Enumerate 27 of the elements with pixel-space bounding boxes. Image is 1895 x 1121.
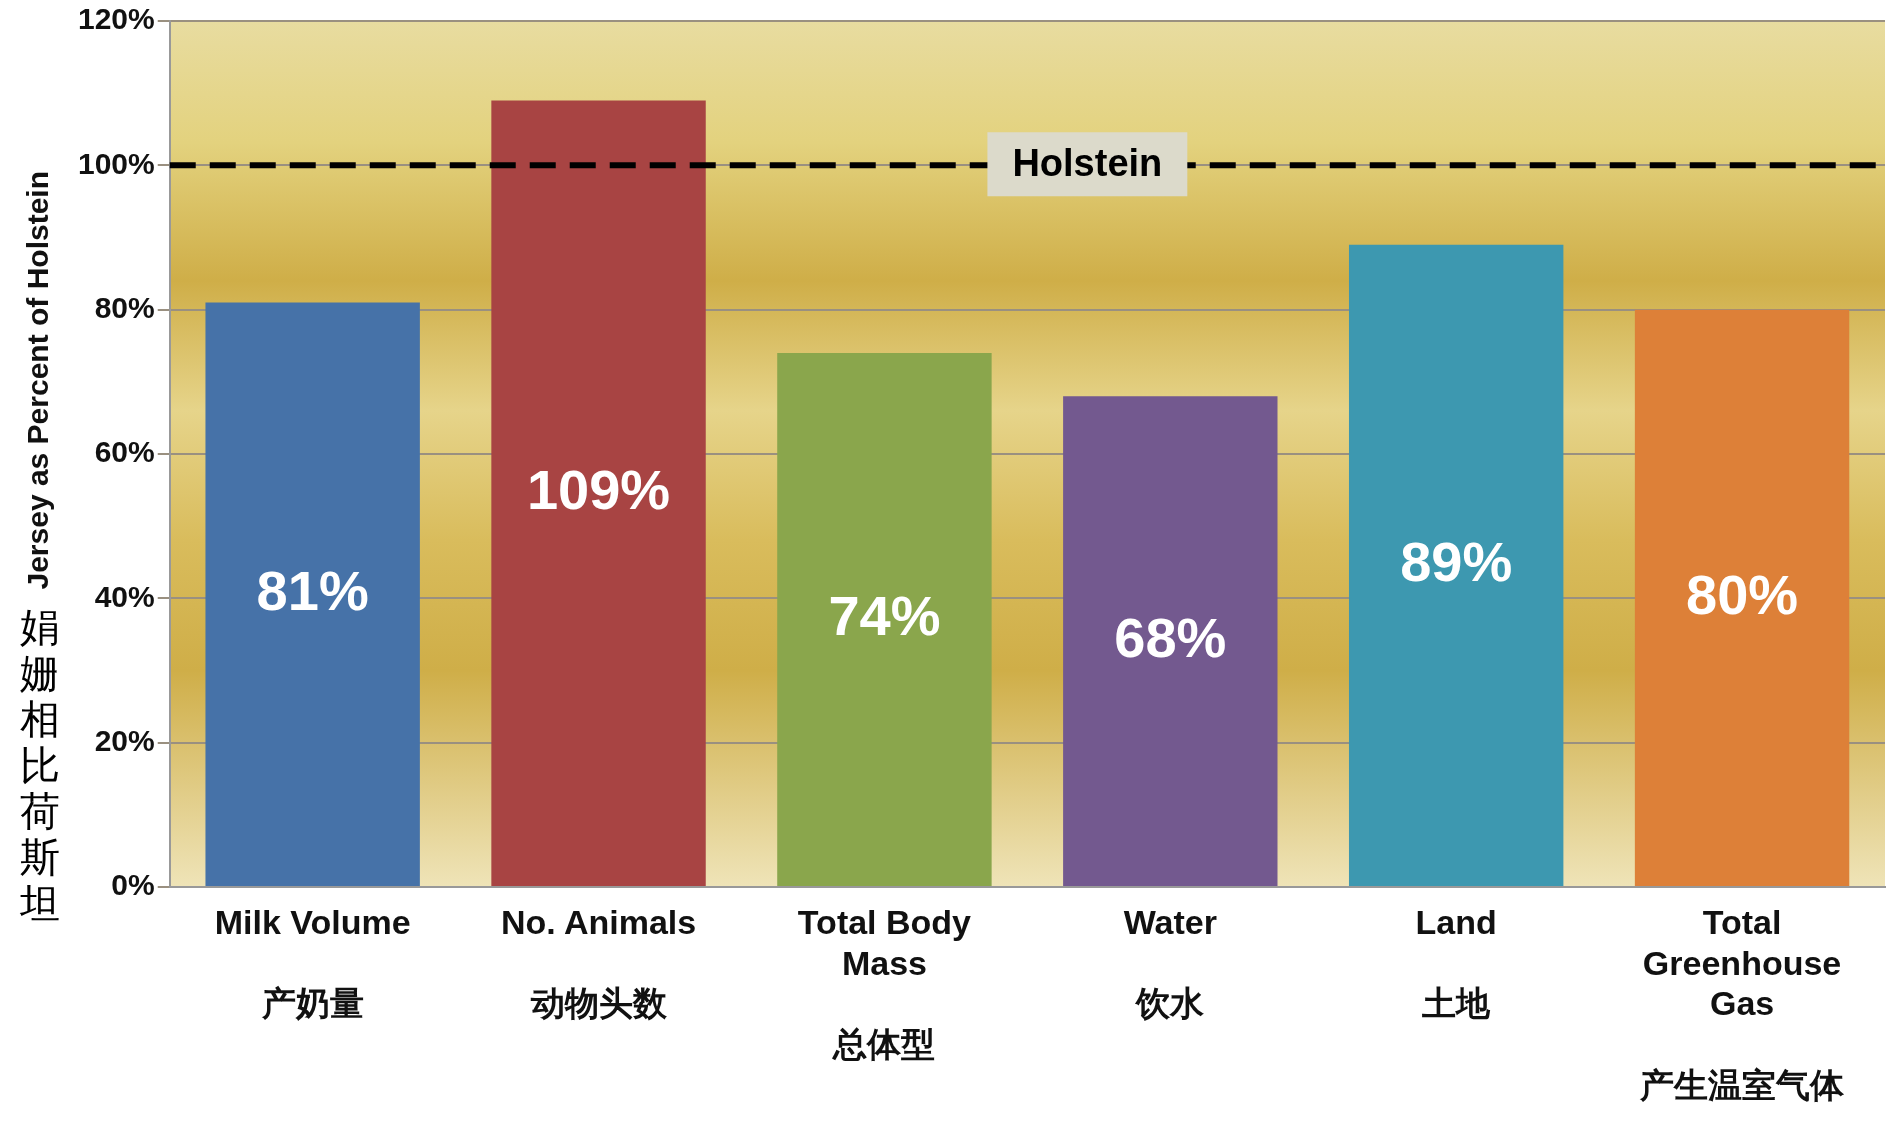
- y-tick-label: 20%: [94, 723, 155, 757]
- y-tick-label: 100%: [77, 146, 155, 180]
- data-label: 80%: [1686, 562, 1799, 626]
- category-label: Water 饮水: [1123, 902, 1217, 1023]
- category-label: Total Greenhouse Gas 产生温室气体: [1640, 902, 1845, 1104]
- y-tick-label: 0%: [111, 868, 155, 902]
- data-label: 109%: [526, 458, 671, 522]
- bar: [491, 100, 706, 886]
- data-label: 74%: [828, 584, 941, 648]
- data-label: 68%: [1114, 606, 1227, 670]
- bar: [1634, 309, 1850, 886]
- bar: [1063, 396, 1278, 886]
- y-tick-label: 40%: [94, 579, 155, 613]
- ref-line-label: Holstein: [1012, 141, 1163, 184]
- category-label: Land 土地: [1415, 902, 1497, 1023]
- bar: [205, 302, 420, 886]
- bar: [777, 352, 992, 886]
- data-label: 81%: [256, 559, 369, 623]
- bar: [1348, 244, 1564, 886]
- y-axis-title: Jersey as Percent of Holstein 娟姗相比荷斯坦: [19, 170, 60, 925]
- category-label: Milk Volume 产奶量: [214, 902, 411, 1023]
- category-label: No. Animals 动物头数: [500, 902, 697, 1023]
- y-tick-label: 120%: [77, 2, 155, 36]
- category-label: Total Body Mass 总体型: [797, 902, 971, 1064]
- y-tick-label: 60%: [94, 435, 155, 469]
- y-tick-label: 80%: [94, 290, 155, 324]
- data-label: 89%: [1400, 530, 1513, 594]
